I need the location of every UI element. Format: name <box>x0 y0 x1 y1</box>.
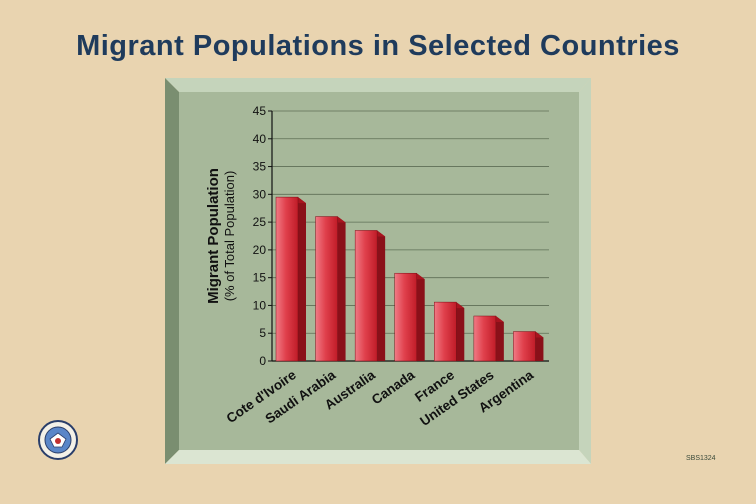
bar-front <box>394 272 417 362</box>
frame-top-bevel <box>165 78 591 92</box>
bar-side <box>416 273 425 361</box>
bar <box>473 315 504 362</box>
frame-right-bevel <box>579 78 591 464</box>
bars <box>275 196 544 362</box>
bar <box>434 301 465 362</box>
bar-front <box>354 230 378 362</box>
slide-title: Migrant Populations in Selected Countrie… <box>76 30 680 62</box>
y-axis-label: Migrant Population <box>205 168 222 304</box>
bar <box>354 230 386 362</box>
y-axis-sublabel: (% of Total Population) <box>222 171 237 302</box>
frame-bottom-bevel <box>165 450 591 464</box>
bar-front <box>473 315 497 362</box>
bar-side <box>337 216 346 361</box>
bar-side <box>535 331 544 361</box>
y-tick-label: 25 <box>253 215 267 229</box>
y-tick-label: 15 <box>253 271 267 285</box>
bar-front <box>434 301 457 362</box>
y-tick-label: 30 <box>253 187 267 201</box>
y-tick-label: 45 <box>253 104 267 118</box>
slide-code: SBS1324 <box>686 455 716 462</box>
bar-side <box>377 230 386 361</box>
y-tick-label: 35 <box>253 160 267 174</box>
bar-front <box>315 216 338 362</box>
y-tick-label: 0 <box>259 354 266 368</box>
bar <box>513 331 544 362</box>
y-tick-label: 10 <box>253 298 267 312</box>
bar-side <box>495 316 504 361</box>
y-tick-label: 5 <box>259 326 266 340</box>
frame-left-bevel <box>165 78 179 464</box>
y-tick-label: 20 <box>253 243 267 257</box>
y-tick-label: 40 <box>253 132 267 146</box>
bar <box>275 196 306 362</box>
bar <box>394 272 425 362</box>
bar-side <box>298 197 306 361</box>
y-tick-labels: 0 5 10 15 20 25 30 35 40 45 <box>253 104 267 368</box>
bar-side <box>456 302 465 361</box>
bar-front <box>513 331 536 362</box>
agency-seal-logo <box>38 420 78 460</box>
bar <box>315 216 346 362</box>
bar-front <box>275 196 299 362</box>
